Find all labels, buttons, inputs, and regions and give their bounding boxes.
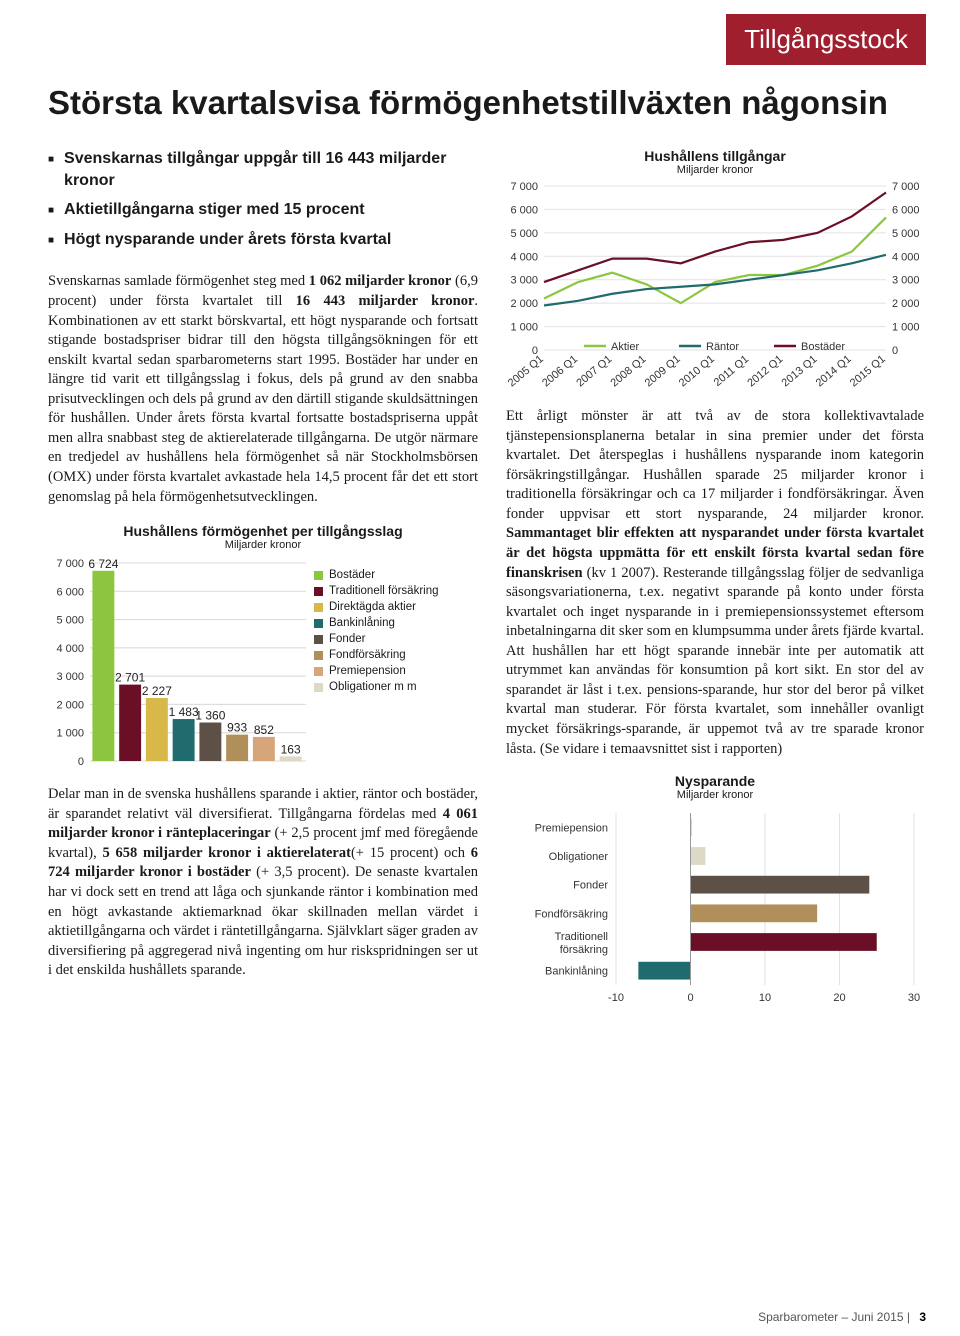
svg-text:Fonder: Fonder <box>573 880 608 892</box>
footer-text: Sparbarometer – Juni 2015 <box>758 1310 903 1324</box>
hbar-chart-svg: -10 0 10 20 30 Premiepension Obligationer Fonde… <box>506 807 924 1007</box>
svg-text:Obligationer: Obligationer <box>549 851 609 863</box>
svg-text:3 000: 3 000 <box>892 275 920 287</box>
svg-text:3 000: 3 000 <box>510 275 538 287</box>
svg-text:6 000: 6 000 <box>892 204 920 216</box>
svg-text:-10: -10 <box>608 992 624 1004</box>
bar-chart-title: Hushållens förmögenhet per tillgångsslag <box>48 523 478 539</box>
legend-item: Premiepension <box>314 665 439 677</box>
svg-text:2 227: 2 227 <box>142 684 172 698</box>
svg-text:2007 Q1: 2007 Q1 <box>574 353 614 389</box>
svg-text:2014 Q1: 2014 Q1 <box>814 353 854 389</box>
svg-text:7 000: 7 000 <box>892 182 920 193</box>
svg-text:0: 0 <box>687 992 693 1004</box>
svg-text:4 000: 4 000 <box>510 251 538 263</box>
svg-text:1 000: 1 000 <box>892 322 920 334</box>
hbar-chart: Nysparande Miljarder kronor -10 0 10 20 30 Pr… <box>506 773 924 1012</box>
page-number: 3 <box>919 1310 926 1324</box>
svg-text:2005 Q1: 2005 Q1 <box>506 353 546 389</box>
bar-chart-svg: 0 1 000 2 000 3 000 4 000 5 000 6 000 7 000 6 72… <box>48 557 308 775</box>
svg-text:Bankinlåning: Bankinlåning <box>545 966 608 978</box>
svg-text:1 360: 1 360 <box>195 709 225 723</box>
line-chart-svg: 001 0001 0002 0002 0003 0003 0004 0004 0… <box>506 182 924 392</box>
svg-text:30: 30 <box>908 992 920 1004</box>
svg-text:Traditionell: Traditionell <box>555 931 608 943</box>
svg-text:852: 852 <box>254 723 274 737</box>
svg-text:2 000: 2 000 <box>892 298 920 310</box>
hbar-chart-subtitle: Miljarder kronor <box>506 789 924 801</box>
svg-text:5 000: 5 000 <box>510 228 538 240</box>
bullet-item: Högt nysparande under årets första kvart… <box>48 229 478 251</box>
bar-chart-legend: Bostäder Traditionell försäkring Direktägd… <box>314 557 439 775</box>
bar-chart-subtitle: Miljarder kronor <box>48 539 478 551</box>
svg-text:Aktier: Aktier <box>611 341 639 353</box>
svg-text:Räntor: Räntor <box>706 341 739 353</box>
svg-text:2006 Q1: 2006 Q1 <box>540 353 580 389</box>
bar-chart: Hushållens förmögenhet per tillgångsslag… <box>48 523 478 775</box>
right-column: Hushållens tillgångar Miljarder kronor 0… <box>506 148 924 1012</box>
svg-text:6 724: 6 724 <box>88 557 118 571</box>
paragraph-2: Delar man in de svenska hushållens spara… <box>48 785 478 981</box>
line-chart-title: Hushållens tillgångar <box>506 148 924 164</box>
content-columns: Svenskarnas tillgångar uppgår till 16 44… <box>48 148 924 1012</box>
footer-divider: | <box>907 1310 913 1324</box>
svg-text:2013 Q1: 2013 Q1 <box>779 353 819 389</box>
legend-item: Bankinlåning <box>314 617 439 629</box>
legend-item: Bostäder <box>314 569 439 581</box>
svg-text:2015 Q1: 2015 Q1 <box>848 353 888 389</box>
svg-text:2 701: 2 701 <box>115 671 145 685</box>
svg-text:933: 933 <box>227 721 247 735</box>
svg-text:7 000: 7 000 <box>510 182 538 193</box>
svg-text:2 000: 2 000 <box>56 700 84 712</box>
svg-text:6 000: 6 000 <box>510 204 538 216</box>
section-header: Tillgångsstock <box>726 14 926 65</box>
svg-text:2009 Q1: 2009 Q1 <box>643 353 683 389</box>
svg-text:163: 163 <box>281 743 301 757</box>
svg-text:1 000: 1 000 <box>56 728 84 740</box>
svg-text:10: 10 <box>759 992 771 1004</box>
bullet-item: Aktietillgångarna stiger med 15 procent <box>48 199 478 221</box>
line-chart-subtitle: Miljarder kronor <box>506 164 924 176</box>
svg-text:6 000: 6 000 <box>56 586 84 598</box>
svg-text:2011 Q1: 2011 Q1 <box>712 353 751 389</box>
legend-item: Fonder <box>314 633 439 645</box>
hbar-chart-title: Nysparande <box>506 773 924 789</box>
svg-text:försäkring: försäkring <box>560 944 608 956</box>
bullet-list: Svenskarnas tillgångar uppgår till 16 44… <box>48 148 478 250</box>
legend-item: Traditionell försäkring <box>314 585 439 597</box>
svg-text:4 000: 4 000 <box>892 251 920 263</box>
svg-text:2 000: 2 000 <box>510 298 538 310</box>
svg-text:Fondförsäkring: Fondförsäkring <box>535 908 608 920</box>
svg-text:7 000: 7 000 <box>56 558 84 570</box>
svg-text:2012 Q1: 2012 Q1 <box>745 353 785 389</box>
paragraph-1: Svenskarnas samlade förmögenhet steg med… <box>48 272 478 507</box>
legend-item: Obligationer m m <box>314 681 439 693</box>
svg-text:4 000: 4 000 <box>56 643 84 655</box>
svg-text:0: 0 <box>78 756 84 768</box>
svg-text:5 000: 5 000 <box>892 228 920 240</box>
line-chart: Hushållens tillgångar Miljarder kronor 0… <box>506 148 924 397</box>
legend-item: Direktägda aktier <box>314 601 439 613</box>
svg-text:Premiepension: Premiepension <box>535 822 608 834</box>
svg-text:2008 Q1: 2008 Q1 <box>608 353 648 389</box>
paragraph-right: Ett årligt mönster är att två av de stor… <box>506 407 924 759</box>
svg-text:0: 0 <box>892 345 898 357</box>
left-column: Svenskarnas tillgångar uppgår till 16 44… <box>48 148 478 1012</box>
page-title: Största kvartalsvisa förmögenhetstillväx… <box>48 84 888 122</box>
bullet-item: Svenskarnas tillgångar uppgår till 16 44… <box>48 148 478 191</box>
svg-text:3 000: 3 000 <box>56 671 84 683</box>
legend-item: Fondförsäkring <box>314 649 439 661</box>
svg-text:1 000: 1 000 <box>510 322 538 334</box>
svg-text:Bostäder: Bostäder <box>801 341 845 353</box>
page-footer: Sparbarometer – Juni 2015 | 3 <box>758 1310 926 1324</box>
svg-text:2010 Q1: 2010 Q1 <box>677 353 717 389</box>
svg-text:5 000: 5 000 <box>56 615 84 627</box>
svg-text:20: 20 <box>833 992 845 1004</box>
